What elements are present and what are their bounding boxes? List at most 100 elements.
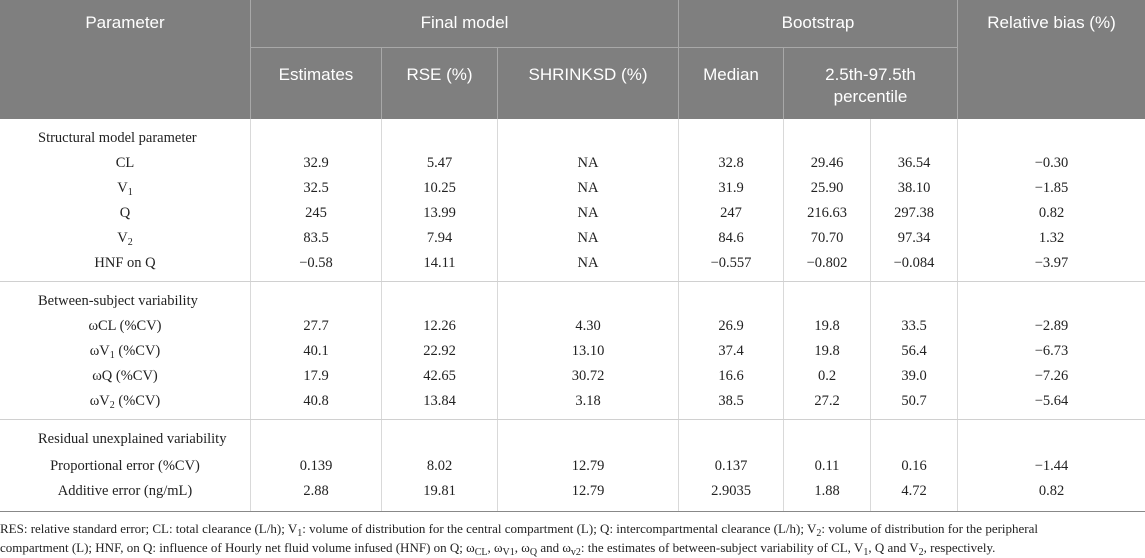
cell-upper: 4.72 [901,483,927,499]
cell-bias: −7.26 [1034,368,1069,384]
cell-bias: −6.73 [1034,343,1069,359]
row-label: V1 [117,180,133,198]
cell-lower: 70.70 [810,230,844,246]
cell-upper: 39.0 [901,368,927,384]
cell-rse: 8.02 [426,458,453,474]
cell-rse: 22.92 [423,343,456,359]
row-label: CL [115,155,135,171]
cell-lower: 0.11 [814,458,840,474]
cell-estimate: 17.9 [303,368,329,384]
row-label: HNF on Q [94,255,156,271]
section-title-residual: Residual unexplained variability [38,431,227,447]
cell-median: 26.9 [718,318,744,334]
cell-shrinksd: 30.72 [571,368,605,384]
cell-median: 37.4 [718,343,744,359]
cell-estimate: 40.8 [303,393,329,409]
header-divider [381,47,382,119]
cell-shrinksd: 12.79 [571,483,605,499]
cell-lower: 1.88 [814,483,840,499]
header-estimates: Estimates [278,65,354,84]
header-divider [250,0,251,119]
cell-estimate: 2.88 [303,483,329,499]
cell-upper: 50.7 [901,393,927,409]
header-divider [783,47,784,119]
cell-bias: −0.30 [1034,155,1069,171]
header-final-model: Final model [420,13,509,32]
cell-rse: 10.25 [423,180,456,196]
cell-rse: 42.65 [423,368,456,384]
cell-rse: 5.47 [426,155,453,171]
cell-bias: −5.64 [1034,393,1069,409]
cell-shrinksd: 12.79 [571,458,605,474]
cell-upper: 38.10 [897,180,931,196]
row-label: ωCL (%CV) [88,318,162,334]
column-divider [381,119,382,511]
cell-shrinksd: NA [577,255,599,271]
footnote-line-2: compartment (L); HNF, on Q: influence of… [0,540,996,558]
cell-rse: 19.81 [423,483,456,499]
cell-lower: 19.8 [814,343,840,359]
column-divider [870,119,871,511]
cell-estimate: 245 [305,205,327,221]
table-footnote: RES: relative standard error; CL: total … [0,519,1145,558]
row-label: Additive error (ng/mL) [57,483,193,499]
cell-estimate: 0.139 [299,458,333,474]
header-rse: RSE (%) [406,65,473,84]
cell-rse: 12.26 [423,318,456,334]
cell-shrinksd: NA [577,230,599,246]
section-title-between-subject: Between-subject variability [38,293,198,309]
row-label: Proportional error (%CV) [50,458,200,474]
cell-upper: 36.54 [897,155,931,171]
cell-upper: 97.34 [897,230,931,246]
cell-median: 84.6 [718,230,744,246]
header-percentile-line1: 2.5th-97.5th [825,65,916,84]
cell-median: 0.137 [714,458,748,474]
cell-lower: 27.2 [814,393,840,409]
cell-median: 16.6 [718,368,744,384]
cell-median: 38.5 [718,393,744,409]
cell-estimate: 32.5 [303,180,329,196]
header-percentile-line2: percentile [833,87,908,106]
cell-lower: 0.2 [817,368,837,384]
cell-median: 2.9035 [711,483,751,499]
header-divider [251,47,957,48]
cell-upper: 0.16 [901,458,927,474]
column-divider [783,119,784,511]
cell-estimate: 40.1 [303,343,329,359]
cell-lower: 29.46 [810,155,844,171]
cell-bias: −2.89 [1034,318,1069,334]
cell-bias: −3.97 [1034,255,1069,271]
column-divider [957,119,958,511]
header-parameter: Parameter [85,13,165,32]
row-label: ωV2 (%CV) [89,393,161,411]
cell-upper: −0.084 [893,255,935,271]
header-relative-bias: Relative bias (%) [987,13,1116,32]
cell-median: 32.8 [718,155,744,171]
section-divider [0,419,1145,420]
header-median: Median [703,65,759,84]
cell-rse: 13.99 [423,205,456,221]
column-divider [678,119,679,511]
cell-bias: 1.32 [1038,230,1065,246]
row-label: V2 [117,230,133,248]
cell-bias: 0.82 [1038,483,1065,499]
cell-upper: 33.5 [901,318,927,334]
cell-bias: −1.85 [1034,180,1069,196]
cell-median: 31.9 [718,180,744,196]
row-label: ωQ (%CV) [92,368,158,384]
cell-shrinksd: NA [577,205,599,221]
cell-shrinksd: NA [577,180,599,196]
cell-estimate: 32.9 [303,155,329,171]
cell-rse: 13.84 [423,393,456,409]
header-shrinksd: SHRINKSD (%) [528,65,648,84]
table-header: Parameter Final model Bootstrap Relative… [0,0,1145,119]
cell-bias: 0.82 [1038,205,1065,221]
cell-estimate: 83.5 [303,230,329,246]
section-title-structural: Structural model parameter [38,130,197,146]
row-label: ωV1 (%CV) [89,343,161,361]
cell-lower: 216.63 [807,205,847,221]
table-bottom-border [0,511,1145,512]
cell-shrinksd: 13.10 [571,343,605,359]
cell-shrinksd: 4.30 [575,318,601,334]
cell-shrinksd: NA [577,155,599,171]
